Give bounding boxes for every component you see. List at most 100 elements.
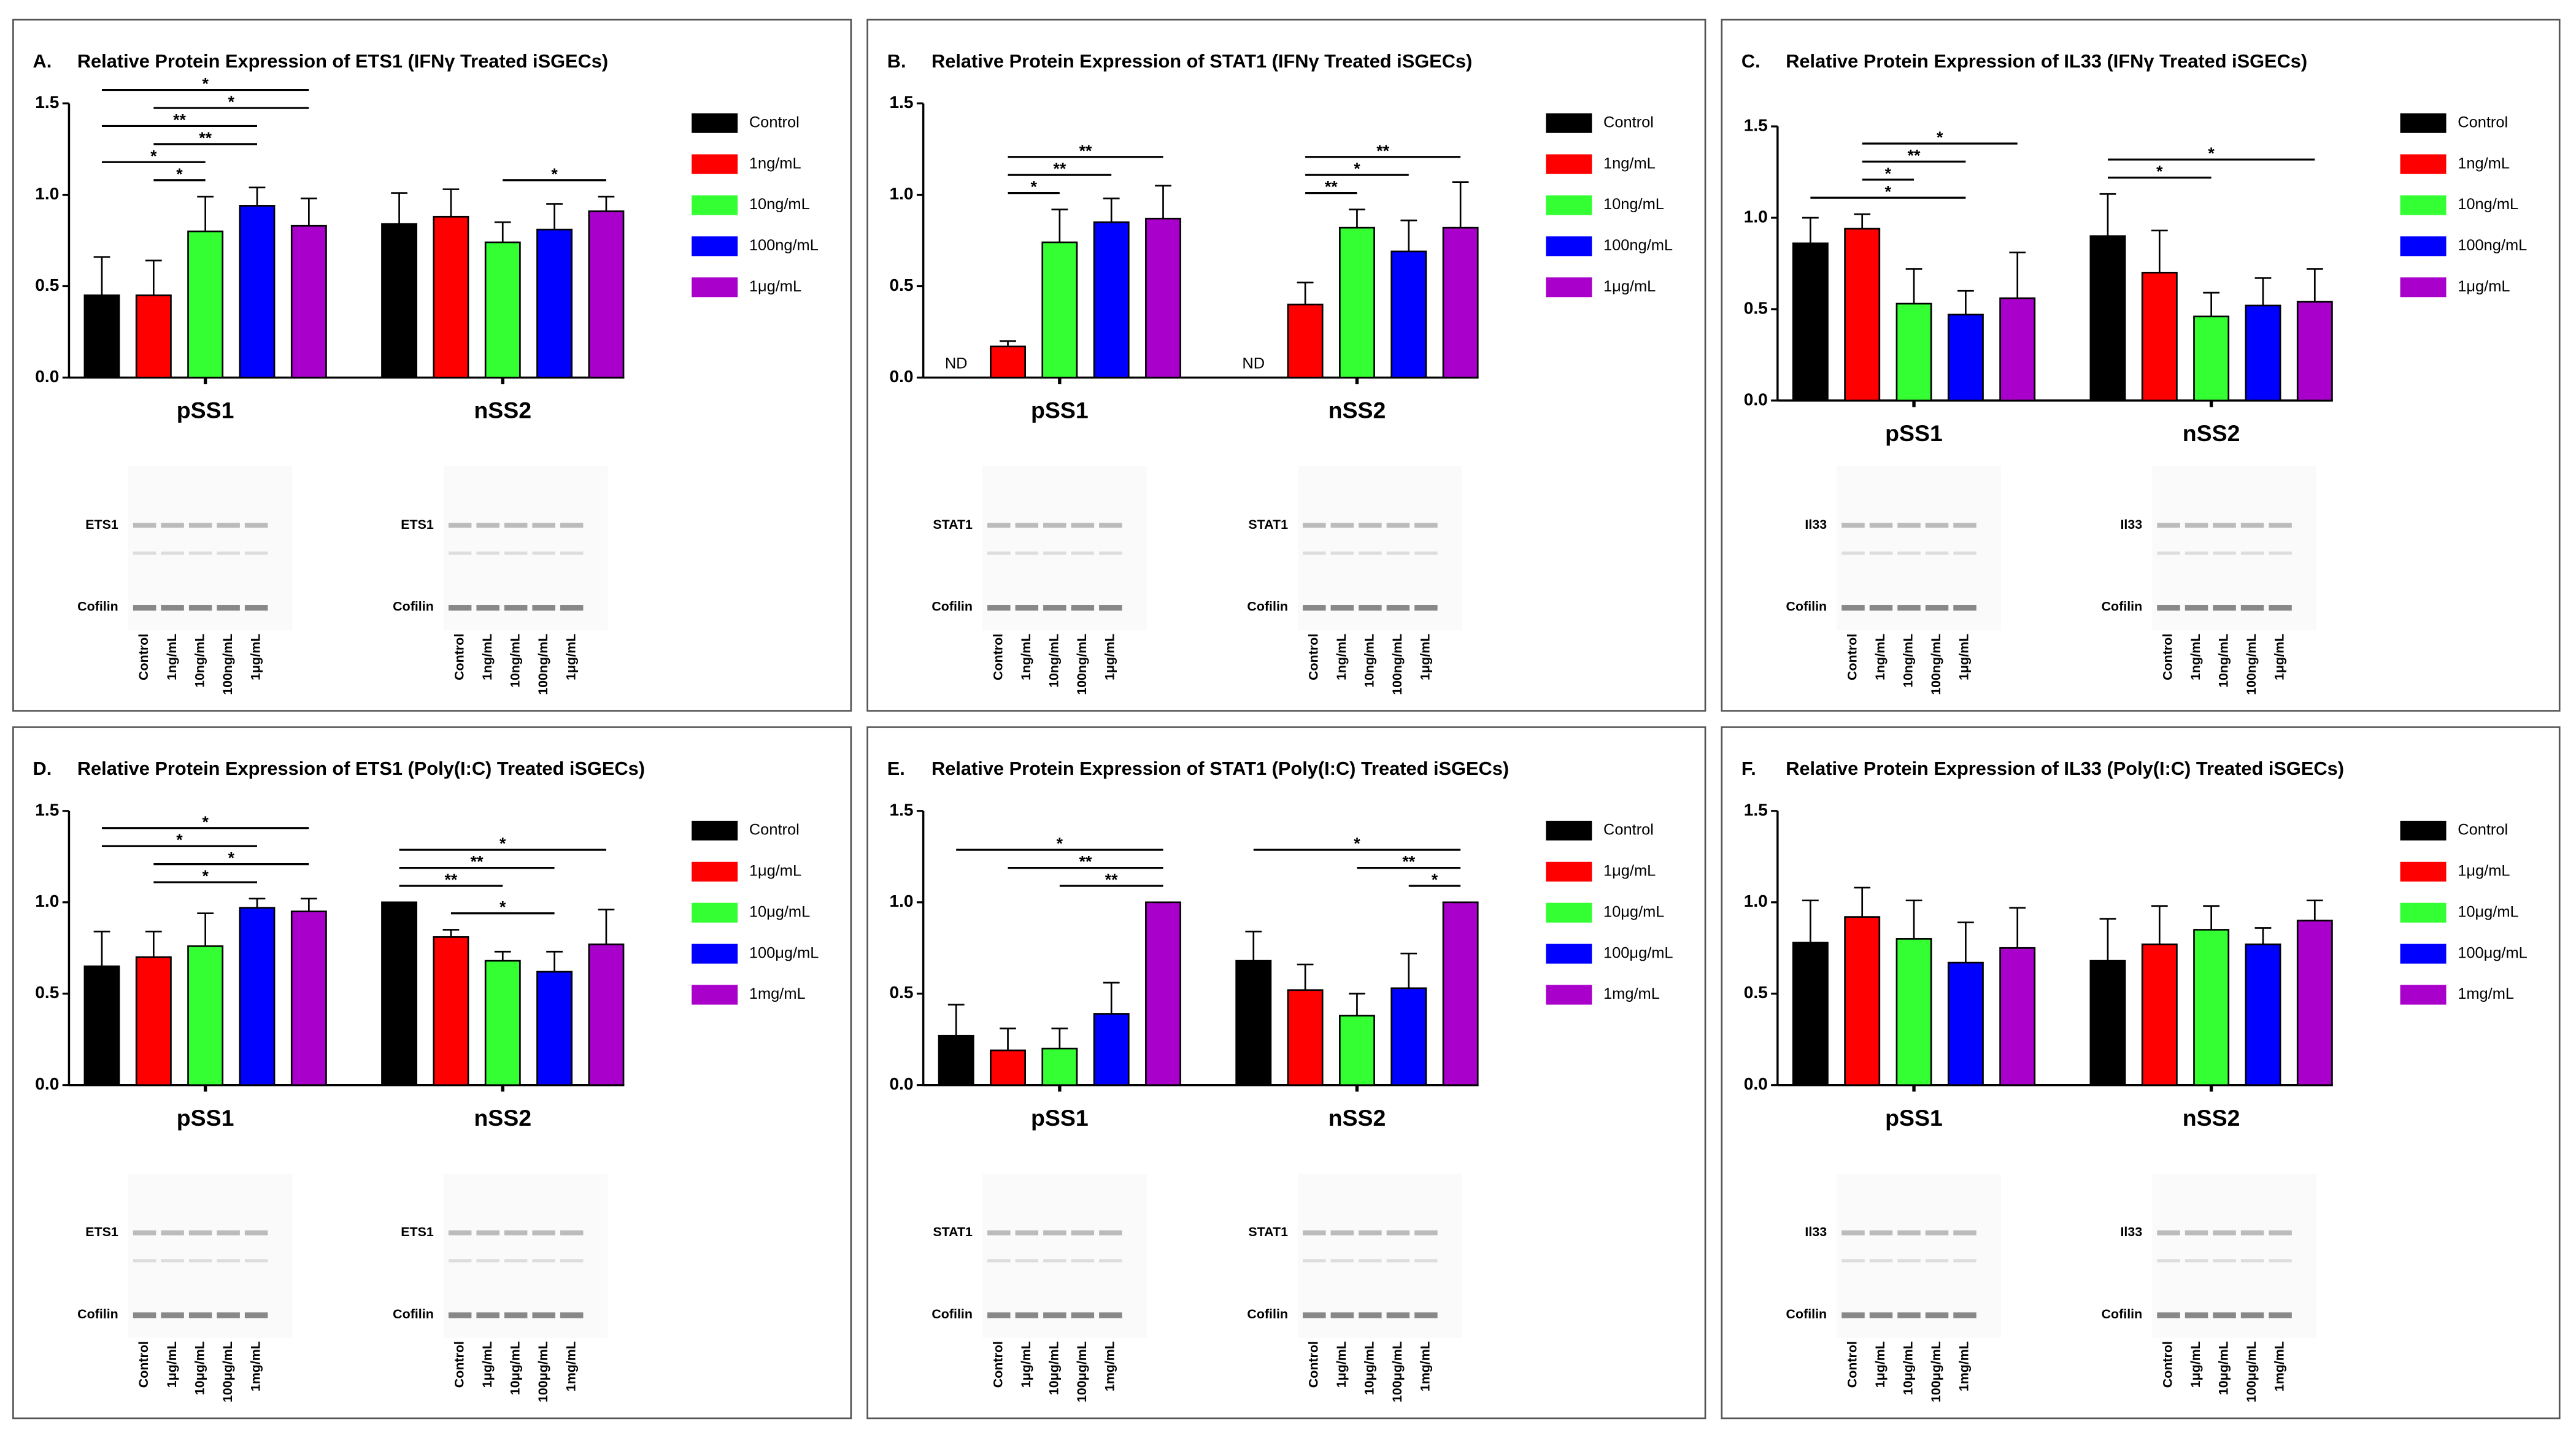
blot-band	[1071, 1312, 1095, 1318]
blot-band	[1925, 1312, 1949, 1318]
blot-band	[1386, 523, 1410, 528]
blot-background	[128, 1174, 293, 1338]
blot-band	[1897, 552, 1921, 555]
significance-label: *	[1937, 128, 1943, 147]
lane-label: 1μg/mL	[1103, 634, 1117, 680]
category-label: pSS1	[177, 398, 234, 423]
category-label: nSS2	[474, 398, 531, 423]
error-bar	[93, 931, 110, 967]
blot-band	[1953, 523, 1976, 528]
panel: A. Relative Protein Expression of ETS1 (I…	[12, 18, 852, 712]
chart-title: Relative Protein Expression of IL33 (IFN…	[1786, 50, 2307, 72]
blot-background	[443, 466, 608, 631]
blot-band	[1414, 1230, 1438, 1236]
bar	[588, 943, 625, 1086]
legend-label: 1μg/mL	[1603, 863, 1656, 880]
blot-band	[987, 523, 1011, 528]
error-bar	[2254, 277, 2272, 306]
blot-band	[2185, 552, 2208, 555]
blot-band	[244, 523, 268, 528]
significance-label: *	[176, 165, 183, 183]
bar	[1235, 959, 1272, 1086]
legend-label: 100ng/mL	[1603, 237, 1673, 254]
bar	[2089, 235, 2126, 402]
lane-label: Control	[1845, 1341, 1860, 1388]
legend-label: Control	[2458, 113, 2508, 131]
lane-label: 100μg/mL	[1929, 1341, 1943, 1402]
category-label: pSS1	[177, 1105, 234, 1131]
legend-swatch	[1546, 902, 1592, 923]
significance-label: **	[1053, 160, 1066, 178]
y-tick-label: 0.0	[1744, 1074, 1768, 1093]
blot-band	[1043, 1259, 1066, 1263]
significance-label: **	[173, 110, 186, 129]
lane-label: 100ng/mL	[220, 634, 235, 695]
error-bar	[1349, 209, 1365, 228]
bar	[2245, 304, 2281, 402]
bar	[1390, 250, 1427, 379]
bar	[1844, 228, 1881, 402]
blot-band	[1015, 1259, 1039, 1263]
lane-label: Control	[452, 1341, 466, 1388]
lane-label: 1mg/mL	[1418, 1341, 1433, 1391]
blot-band	[987, 1259, 1011, 1263]
blot-band	[2213, 523, 2236, 528]
y-tick-label: 0.0	[35, 367, 59, 386]
y-tick-label: 1.5	[35, 800, 59, 819]
error-bar	[1400, 952, 1417, 988]
error-bar	[249, 186, 266, 206]
lane-label: 1μg/mL	[1873, 1341, 1888, 1388]
category-label: pSS1	[1031, 398, 1089, 423]
blot-background	[982, 1174, 1147, 1338]
blot-band	[560, 1230, 584, 1236]
lane-label: 10ng/mL	[1901, 634, 1916, 688]
blot-band	[1386, 1259, 1410, 1263]
legend-label: Control	[2458, 821, 2508, 839]
blot-band	[161, 605, 184, 611]
blot-band	[560, 552, 584, 555]
legend-swatch	[2400, 985, 2447, 1005]
lane-label: 1mg/mL	[248, 1341, 263, 1391]
blot-background	[128, 466, 293, 631]
blot-band	[1953, 1230, 1976, 1236]
blot-band	[1015, 1230, 1039, 1236]
bar	[484, 241, 521, 379]
bar	[239, 907, 276, 1086]
error-bar	[1349, 993, 1365, 1016]
legend-swatch	[1546, 277, 1592, 298]
blot-band	[532, 605, 555, 611]
significance-label: **	[1079, 142, 1092, 160]
error-bar	[2151, 229, 2168, 273]
chart-title: Relative Protein Expression of ETS1 (Pol…	[77, 758, 645, 779]
blot-background	[1298, 1174, 1462, 1338]
bar	[1895, 938, 1932, 1086]
significance-label: *	[202, 75, 209, 93]
legend-swatch	[2400, 820, 2447, 841]
blot-band	[1869, 1230, 1893, 1236]
bar	[1947, 313, 1984, 402]
blot-band	[2269, 1230, 2292, 1236]
bar	[1287, 303, 1324, 379]
y-tick-label: 0.5	[35, 275, 59, 294]
error-bar	[1000, 340, 1016, 347]
lane-label: 10μg/mL	[1362, 1341, 1377, 1395]
blot-band	[504, 605, 528, 611]
bar	[2245, 943, 2281, 1086]
panel-letter: F.	[1741, 758, 1756, 779]
blot-band	[1099, 605, 1122, 611]
blot-band	[1841, 523, 1865, 528]
blot-band	[448, 1230, 472, 1236]
blot-band	[476, 1259, 499, 1263]
blot-band	[2157, 1230, 2180, 1236]
legend-label: Control	[749, 821, 800, 839]
legend-swatch	[692, 154, 738, 174]
blot-band	[2185, 605, 2208, 611]
blot-band	[2240, 1312, 2264, 1318]
lane-label: Control	[1306, 1341, 1321, 1388]
error-bar	[2099, 193, 2116, 236]
y-tick-label: 1.5	[35, 93, 59, 112]
legend-swatch	[1546, 154, 1592, 174]
bar	[381, 901, 418, 1086]
blot-band	[217, 552, 240, 555]
significance-label: **	[1376, 142, 1389, 160]
